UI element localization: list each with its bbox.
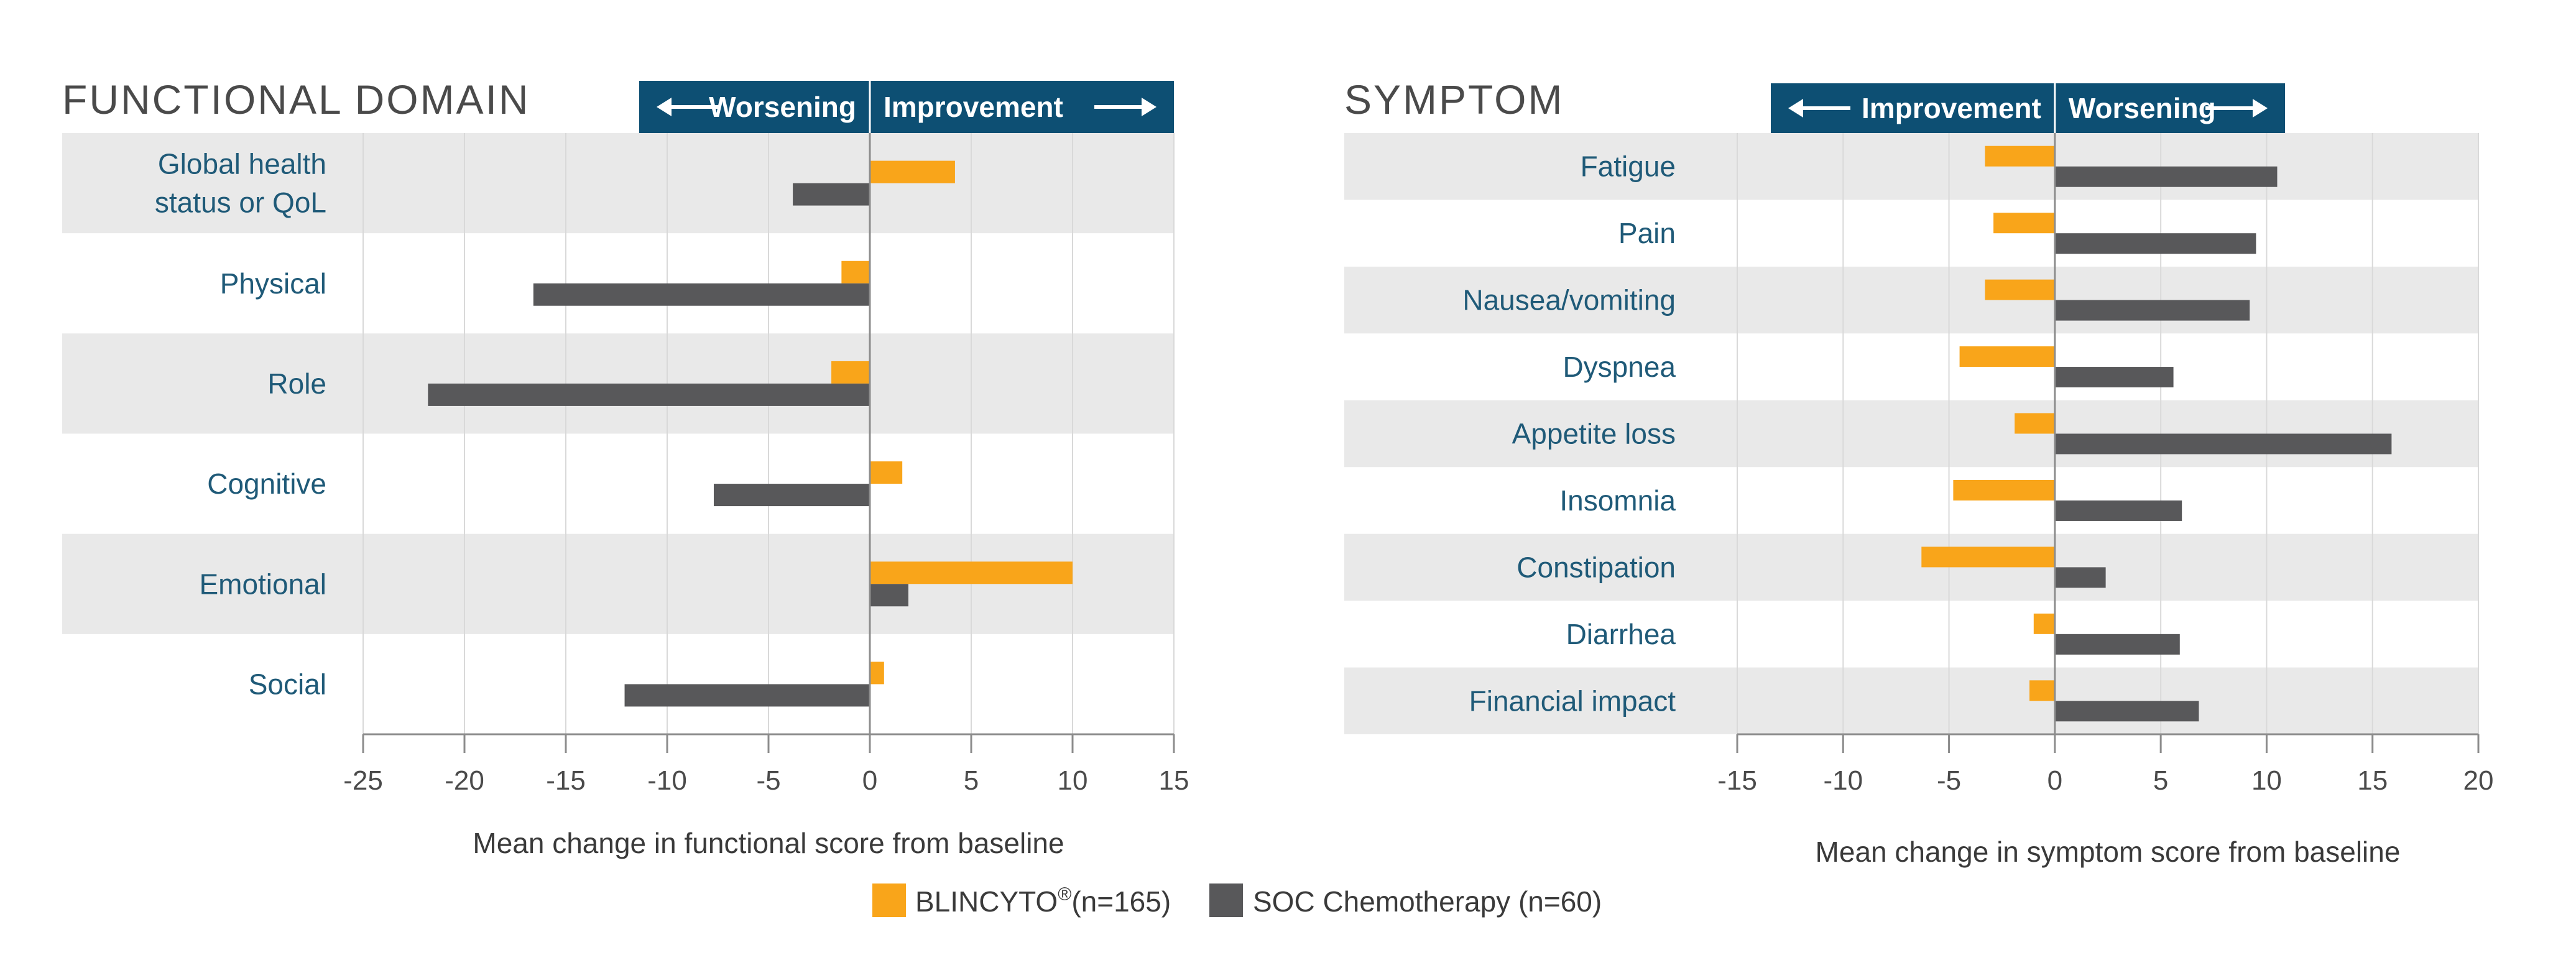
x-tick-label: 15 [1159, 765, 1189, 796]
bar-blincyto-fatigue [1985, 145, 2055, 167]
category-label-dyspnea: Dyspnea [1563, 351, 1676, 383]
bar-soc-chemotherapy-physical [533, 283, 870, 306]
x-tick-label: 10 [1058, 765, 1088, 796]
legend-label-blincyto: BLINCYTO®(n=165) [915, 884, 1171, 918]
bar-blincyto-insomnia [1953, 479, 2055, 501]
x-tick-label: 10 [2251, 765, 2282, 796]
x-axis-title: Mean change in symptom score from baseli… [1816, 836, 2401, 868]
x-tick-label: 0 [2047, 765, 2062, 796]
bar-soc-chemotherapy-dyspnea [2054, 367, 2174, 388]
registered-mark: ® [1058, 884, 1071, 905]
bar-soc-chemotherapy-constipation [2054, 567, 2106, 588]
bar-soc-chemotherapy-nausea-vomiting [2054, 300, 2250, 321]
category-label-nausea-vomiting: Nausea/vomiting [1462, 284, 1676, 316]
category-label-global-health-status-or-qol: Global health status or QoL [155, 148, 326, 219]
category-label-role: Role [267, 367, 326, 400]
x-tick-label: -25 [343, 765, 383, 796]
bar-soc-chemotherapy-insomnia [2054, 500, 2182, 521]
functional-domain-panel: Global health status or QoL Physical Role Co… [62, 76, 1189, 859]
bar-blincyto-dyspnea [1959, 346, 2055, 367]
x-tick-label: 20 [2463, 765, 2494, 796]
left-arrowhead-icon [657, 98, 672, 116]
bar-blincyto-social [870, 662, 884, 685]
left-arrowhead-icon [1788, 99, 1803, 118]
bar-soc-chemotherapy-emotional [870, 584, 908, 607]
x-tick-label: 15 [2357, 765, 2388, 796]
category-label-pain: Pain [1618, 217, 1676, 249]
bar-blincyto-emotional [870, 561, 1073, 584]
bar-blincyto-appetite-loss [2015, 413, 2055, 434]
bar-soc-chemotherapy-appetite-loss [2054, 433, 2392, 454]
x-tick-label: -20 [445, 765, 484, 796]
panel-title: SYMPTOM [1344, 76, 1564, 122]
bar-soc-chemotherapy-global-health-status-or-qol [793, 183, 870, 206]
category-label-cognitive: Cognitive [207, 468, 326, 500]
x-tick-label: -10 [1823, 765, 1863, 796]
category-label-physical: Physical [220, 267, 326, 300]
category-label-social: Social [249, 668, 326, 700]
x-tick-label: -10 [647, 765, 687, 796]
row-band [1344, 266, 2478, 334]
bar-blincyto-role [831, 361, 870, 384]
row-band [1344, 133, 2478, 200]
bar-soc-chemotherapy-diarrhea [2054, 634, 2180, 655]
direction-header [639, 81, 1174, 133]
x-tick-label: -15 [546, 765, 586, 796]
bar-soc-chemotherapy-fatigue [2054, 166, 2278, 187]
bar-soc-chemotherapy-role [428, 383, 870, 406]
category-label-constipation: Constipation [1517, 551, 1676, 583]
row-band [1344, 533, 2478, 601]
x-tick-label: 0 [862, 765, 877, 796]
row-band [62, 133, 1174, 234]
x-tick-label: -5 [1937, 765, 1961, 796]
bar-blincyto-nausea-vomiting [1985, 279, 2055, 300]
direction-left-label: Worsening [709, 91, 856, 123]
x-tick-label: 5 [964, 765, 979, 796]
category-label-fatigue: Fatigue [1581, 150, 1676, 183]
row-band [62, 333, 1174, 434]
category-label-financial-impact: Financial impact [1469, 685, 1676, 717]
bar-soc-chemotherapy-pain [2054, 233, 2256, 254]
direction-right-label: Improvement [884, 91, 1063, 123]
direction-header [1771, 83, 2285, 133]
legend-swatch-soc [1209, 883, 1243, 917]
bar-blincyto-financial-impact [2029, 680, 2055, 701]
symptom-panel: Fatigue Pain Nausea/vomiting Dyspnea Appetit… [1344, 76, 2493, 868]
category-label-appetite-loss: Appetite loss [1512, 418, 1676, 450]
category-label-diarrhea: Diarrhea [1566, 618, 1676, 650]
x-axis-title: Mean change in functional score from bas… [473, 827, 1064, 859]
bar-blincyto-pain [1993, 213, 2055, 234]
direction-left-label: Improvement [1862, 92, 2041, 124]
bar-blincyto-constipation [1921, 547, 2055, 568]
x-tick-label: -5 [756, 765, 780, 796]
category-label-emotional: Emotional [199, 568, 326, 600]
bar-soc-chemotherapy-social [624, 684, 870, 707]
bar-soc-chemotherapy-cognitive [713, 484, 870, 507]
bar-blincyto-physical [841, 261, 870, 284]
legend: BLINCYTO®(n=165) SOC Chemotherapy (n=60) [872, 883, 1602, 918]
row-band [1344, 667, 2478, 734]
legend-swatch-blincyto [872, 883, 906, 917]
legend-label-soc: SOC Chemotherapy (n=60) [1253, 885, 1602, 918]
category-label-insomnia: Insomnia [1559, 484, 1676, 517]
bar-soc-chemotherapy-financial-impact [2054, 701, 2199, 722]
x-tick-label: -15 [1717, 765, 1757, 796]
right-arrowhead-icon [2253, 99, 2268, 118]
right-arrowhead-icon [1142, 98, 1156, 116]
x-tick-label: 5 [2153, 765, 2168, 796]
direction-right-label: Worsening [2069, 92, 2216, 124]
bar-blincyto-cognitive [870, 461, 903, 484]
panel-title: FUNCTIONAL DOMAIN [62, 76, 530, 122]
bar-blincyto-diarrhea [2033, 613, 2055, 634]
bar-blincyto-global-health-status-or-qol [870, 160, 955, 183]
